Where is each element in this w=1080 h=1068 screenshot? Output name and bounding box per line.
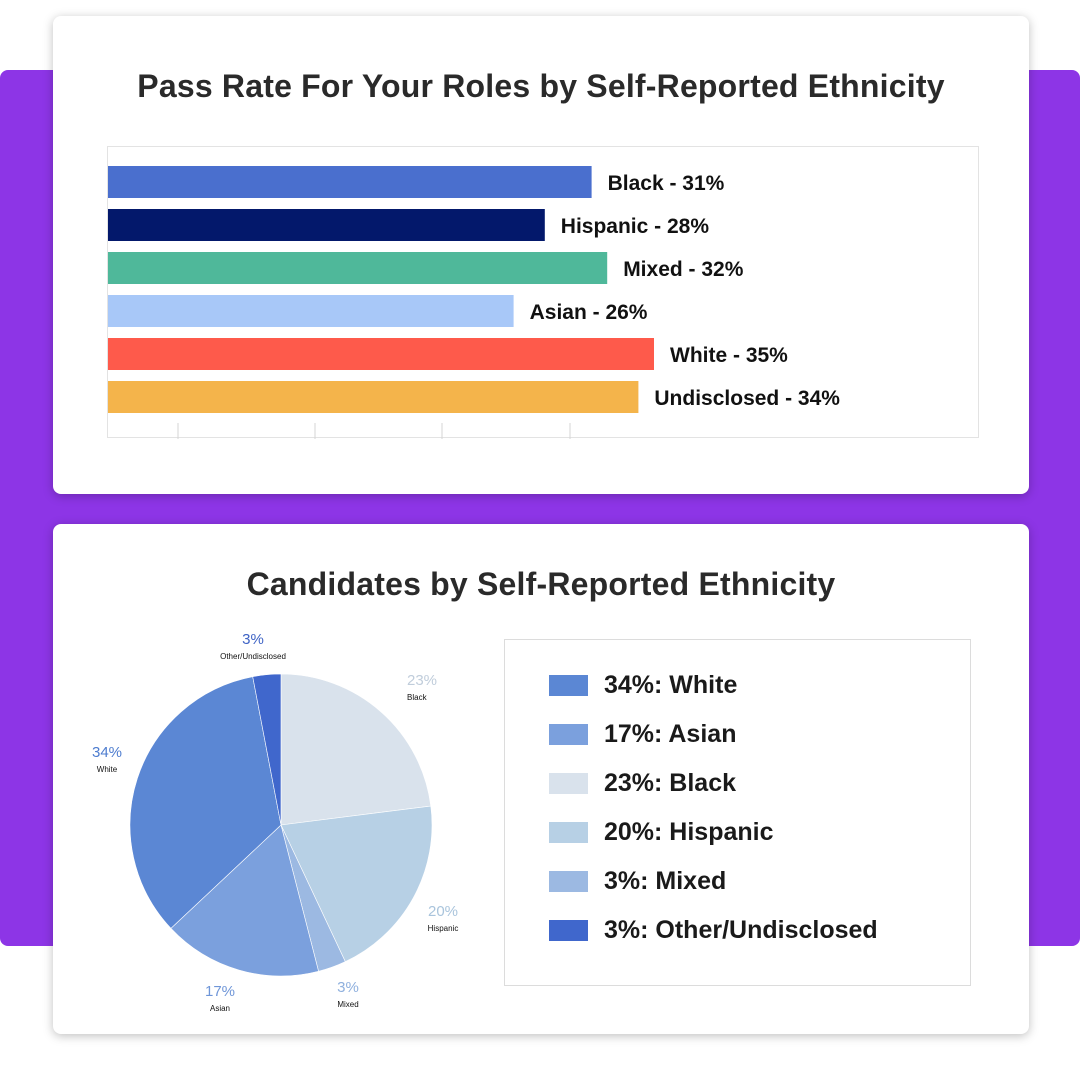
legend-label: 17%: Asian [604, 719, 737, 748]
candidates-title: Candidates by Self-Reported Ethnicity [246, 566, 836, 602]
pie-name-mixed: Mixed [337, 1000, 358, 1009]
pie-label-black: 23% Black [407, 672, 437, 702]
legend-item: 3%: Mixed [549, 866, 726, 896]
bar-label-white: White - 35% [670, 344, 788, 367]
pie-pct-asian: 17% [205, 983, 235, 1000]
legend-label: 3%: Mixed [604, 866, 727, 895]
pass-rate-title: Pass Rate For Your Roles by Self-Reporte… [137, 68, 945, 104]
legend-label: 23%: Black [604, 768, 737, 797]
pie-slice-other-undisclosed [252, 673, 282, 826]
pie-pct-white: 34% [92, 744, 122, 761]
candidates-card: Candidates by Self-Reported Ethnicity 23… [53, 524, 1029, 1034]
bar-white [108, 338, 654, 370]
legend-label: 34%: White [604, 670, 738, 699]
bar-black [108, 166, 592, 198]
pie-slice-hispanic [280, 805, 433, 963]
bar-mixed [108, 252, 608, 284]
legend-swatch [549, 870, 588, 892]
bar-undisclosed [108, 381, 639, 413]
pie-pct-other-undisclosed: 3% [242, 631, 264, 648]
legend-item: 34%: White [549, 670, 737, 700]
candidates-pie-chart: 23% Black 20% Hispanic 3% Mixed 17% Asian 34% Whi… [92, 631, 459, 1013]
pie-pct-mixed: 3% [337, 979, 359, 996]
legend-swatch [549, 674, 588, 696]
bar-label-black: Black - 31% [608, 172, 725, 195]
pie-pct-hispanic: 20% [428, 903, 458, 920]
pass-rate-card: Pass Rate For Your Roles by Self-Reporte… [53, 16, 1029, 494]
pie-label-mixed: 3% Mixed [337, 979, 359, 1009]
bar-hispanic [108, 209, 545, 241]
pie-name-asian: Asian [210, 1004, 230, 1013]
legend-item: 3%: Other/Undisclosed [549, 915, 878, 945]
pass-rate-bar-chart: Black - 31% Hispanic - 28% Mixed - 32% Asia… [107, 146, 979, 439]
legend-label: 20%: Hispanic [604, 817, 774, 846]
bar-label-undisclosed: Undisclosed - 34% [654, 387, 840, 410]
pie-name-black: Black [407, 693, 428, 702]
legend-swatch [549, 723, 588, 745]
pie-legend: 34%: White 17%: Asian 23%: Black 20%: Hispa… [504, 639, 971, 986]
pie-name-hispanic: Hispanic [428, 924, 459, 933]
pie-name-other-undisclosed: Other/Undisclosed [220, 652, 286, 661]
legend-swatch [549, 919, 588, 941]
bar-label-hispanic: Hispanic - 28% [561, 215, 710, 238]
pie-label-other-undisclosed: 3% Other/Undisclosed [220, 631, 286, 661]
legend-item: 20%: Hispanic [549, 817, 774, 847]
bar-chart-svg: Black - 31% Hispanic - 28% Mixed - 32% Asia… [108, 166, 840, 439]
legend-swatch [549, 821, 588, 843]
legend-item: 23%: Black [549, 768, 736, 798]
pie-slice-black [280, 673, 432, 826]
pie-label-hispanic: 20% Hispanic [428, 903, 459, 933]
pie-label-asian: 17% Asian [205, 983, 235, 1013]
pie-name-white: White [97, 765, 118, 774]
bar-label-asian: Asian - 26% [530, 301, 648, 324]
bar-asian [108, 295, 514, 327]
legend-swatch [549, 772, 588, 794]
legend-item: 17%: Asian [549, 719, 736, 749]
pie-slice-asian [170, 824, 319, 977]
legend-label: 3%: Other/Undisclosed [604, 915, 878, 944]
pie-pct-black: 23% [407, 672, 437, 689]
pie-slice-white [129, 676, 282, 929]
bar-label-mixed: Mixed - 32% [623, 258, 744, 281]
pie-label-white: 34% White [92, 744, 122, 774]
